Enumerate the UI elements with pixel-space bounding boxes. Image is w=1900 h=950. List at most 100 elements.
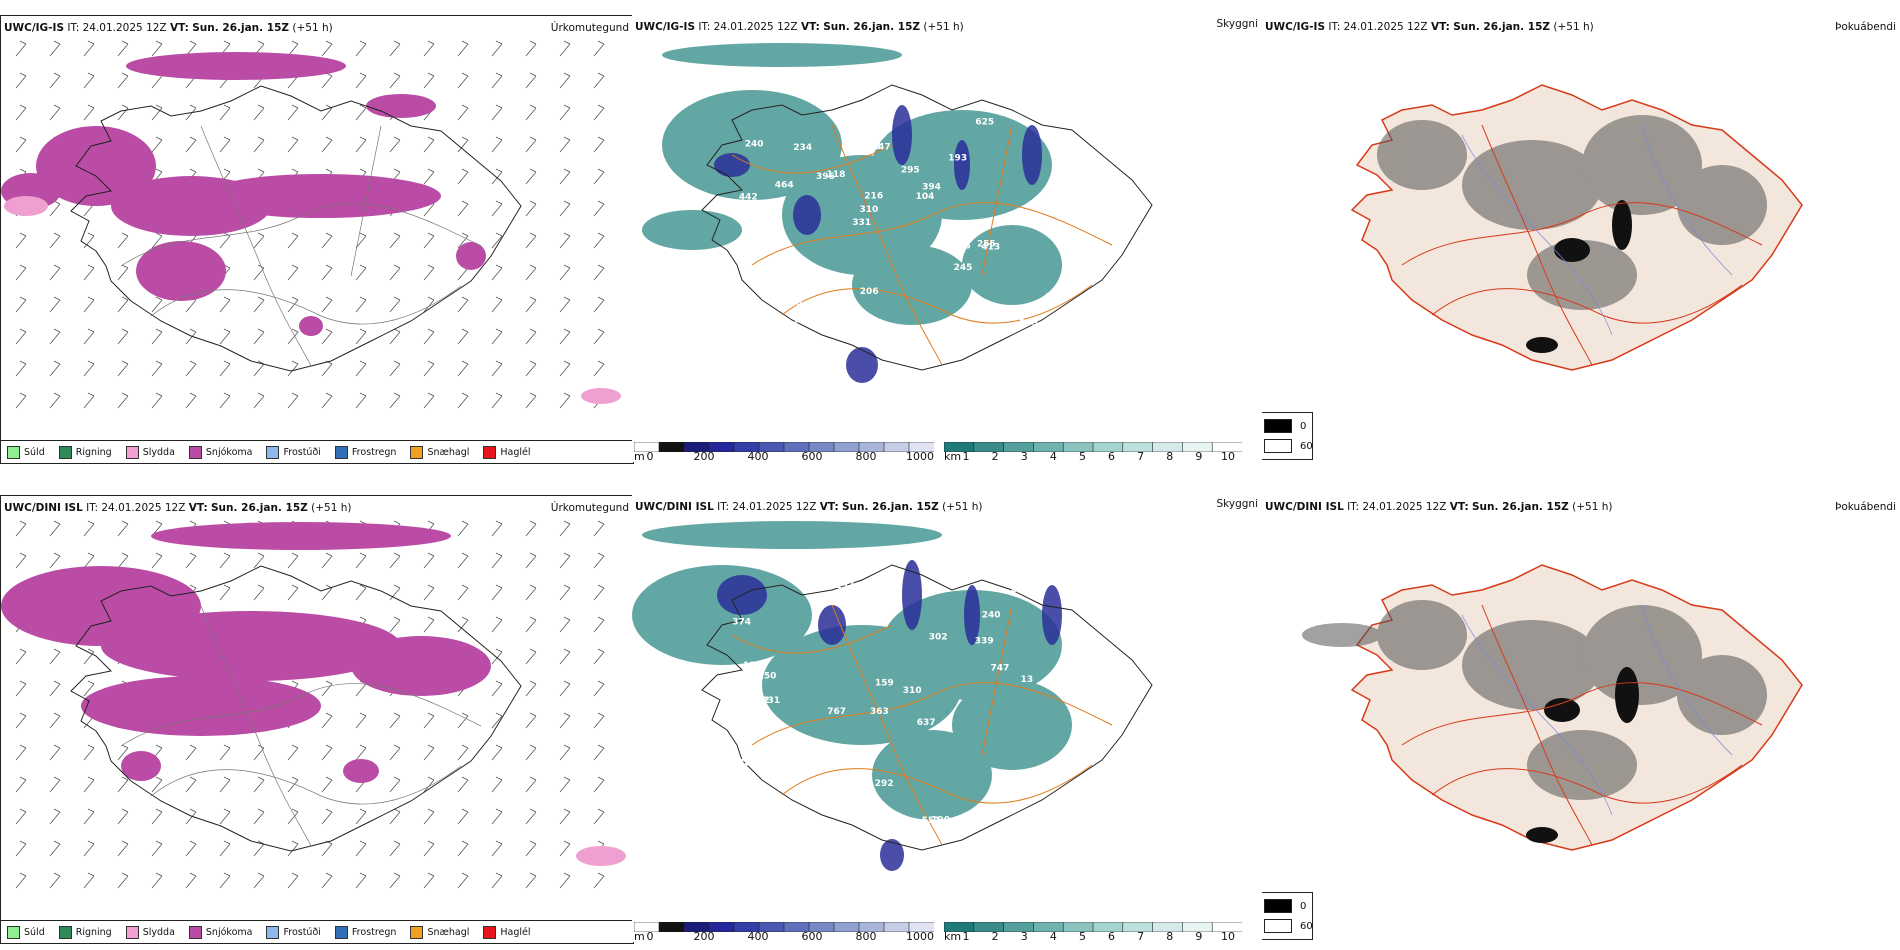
ceiling-height-labels: 342 442 446 331 193 542 422 295 232 118 249 233 247 3… xyxy=(723,108,1103,342)
ceiling-label: 310 xyxy=(860,205,879,215)
colorbar-tick-label: 0 xyxy=(646,930,654,942)
wind-barb xyxy=(287,840,299,857)
wind-barb xyxy=(151,552,163,569)
legend-item: Frostregn xyxy=(334,445,396,459)
ceiling-label: 193 xyxy=(948,153,967,163)
wind-barb xyxy=(287,328,299,345)
wind-barb xyxy=(525,328,537,345)
wind-barb xyxy=(525,520,537,537)
wind-barb xyxy=(593,808,605,825)
ceiling-label: 339 xyxy=(975,636,994,646)
wind-barb xyxy=(457,40,469,57)
wind-barb xyxy=(593,168,605,185)
ceiling-label: 325 xyxy=(734,712,753,722)
wind-barb xyxy=(559,296,571,313)
wind-barb xyxy=(321,776,333,793)
wind-barb xyxy=(49,104,61,121)
ceiling-label: 148 xyxy=(796,270,815,280)
wind-barb xyxy=(593,520,605,537)
wind-barb xyxy=(253,392,265,409)
ceiling-label: 247 xyxy=(872,143,891,153)
wind-barb xyxy=(593,744,605,761)
legend-label: Frostregn xyxy=(351,926,397,938)
ceiling-label: 159 xyxy=(875,678,894,688)
wind-barb xyxy=(15,552,27,569)
wind-barb xyxy=(49,648,61,665)
ceiling-label: 150 xyxy=(758,672,777,682)
wind-barb xyxy=(355,136,367,153)
wind-barb xyxy=(117,296,129,313)
fog-map xyxy=(1302,564,1803,851)
wind-barb xyxy=(559,744,571,761)
wind-barb xyxy=(593,136,605,153)
wind-barb xyxy=(491,296,503,313)
wind-barb xyxy=(15,104,27,121)
wind-barb xyxy=(83,40,95,57)
km-colorbar: km 1 2 3 4 5 6 7 8 9 10 xyxy=(943,917,1243,942)
wind-barb xyxy=(491,552,503,569)
colorbar-tick-label: 10 xyxy=(1221,450,1235,462)
wind-barb xyxy=(559,616,571,633)
wind-barb xyxy=(253,264,265,281)
colorbar-unit: m xyxy=(634,930,645,942)
wind-barb xyxy=(185,104,197,121)
wind-barb xyxy=(83,264,95,281)
ceiling-label: 312 xyxy=(751,696,770,706)
wind-barb xyxy=(15,296,27,313)
init-time: 24.01.2025 12Z xyxy=(82,22,167,34)
legend-item: Rigning xyxy=(58,445,112,459)
wind-barb xyxy=(49,744,61,761)
wind-barb xyxy=(321,680,333,697)
wind-barb xyxy=(151,104,163,121)
wind-barb xyxy=(593,232,605,249)
legend-label: Snjókoma xyxy=(205,446,253,458)
wind-barb xyxy=(491,200,503,217)
wind-barb xyxy=(525,872,537,889)
fog-legend: 0 60 xyxy=(1262,412,1313,460)
wind-barb xyxy=(355,328,367,345)
ceiling-label: 79 xyxy=(1030,778,1043,788)
wind-barb xyxy=(219,840,231,857)
legend-label: Frostúði xyxy=(283,926,321,938)
wind-barb xyxy=(321,136,333,153)
colorbar-tick-label: 1000 xyxy=(906,930,934,942)
wind-barb xyxy=(321,584,333,601)
wind-barb xyxy=(83,328,95,345)
colorbar-tick-label: 200 xyxy=(693,930,715,942)
wind-barb xyxy=(151,232,163,249)
ceiling-label: 481 xyxy=(738,759,757,769)
wind-barb xyxy=(355,808,367,825)
legend-item: Rigning xyxy=(58,925,112,939)
ceiling-label: 100 xyxy=(1056,164,1075,174)
colorbar-tick-label: 7 xyxy=(1137,930,1145,942)
ceiling-label: 202 xyxy=(719,753,738,763)
wind-barb xyxy=(355,104,367,121)
wind-barb xyxy=(321,40,333,57)
ceiling-label: 767 xyxy=(827,707,846,717)
wind-barb xyxy=(457,200,469,217)
ceiling-label: 249 xyxy=(723,308,742,318)
wind-barb xyxy=(253,552,265,569)
legend-label: Slydda xyxy=(142,926,175,938)
km-colorbar-bar xyxy=(943,441,1243,453)
wind-barb xyxy=(559,104,571,121)
wind-barb xyxy=(559,776,571,793)
wind-barb xyxy=(457,872,469,889)
colorbar-unit: km xyxy=(944,930,962,942)
wind-barb xyxy=(525,264,537,281)
wind-barb xyxy=(525,40,537,57)
legend-label: Snæhagl xyxy=(427,926,470,938)
wind-barb xyxy=(457,744,469,761)
wind-barb xyxy=(491,808,503,825)
legend-swatch xyxy=(125,925,139,939)
wind-barb xyxy=(389,392,401,409)
legend-label: Rigning xyxy=(75,446,112,458)
wind-barb xyxy=(49,360,61,377)
colorbar-segment xyxy=(973,921,1005,933)
legend-item: Frostúði xyxy=(266,445,321,459)
wind-barb xyxy=(525,392,537,409)
wind-barb xyxy=(559,648,571,665)
panel-title: Úrkomutegund xyxy=(550,22,629,34)
colorbar-tick-label: 10 xyxy=(1221,930,1235,942)
wind-barb xyxy=(593,264,605,281)
